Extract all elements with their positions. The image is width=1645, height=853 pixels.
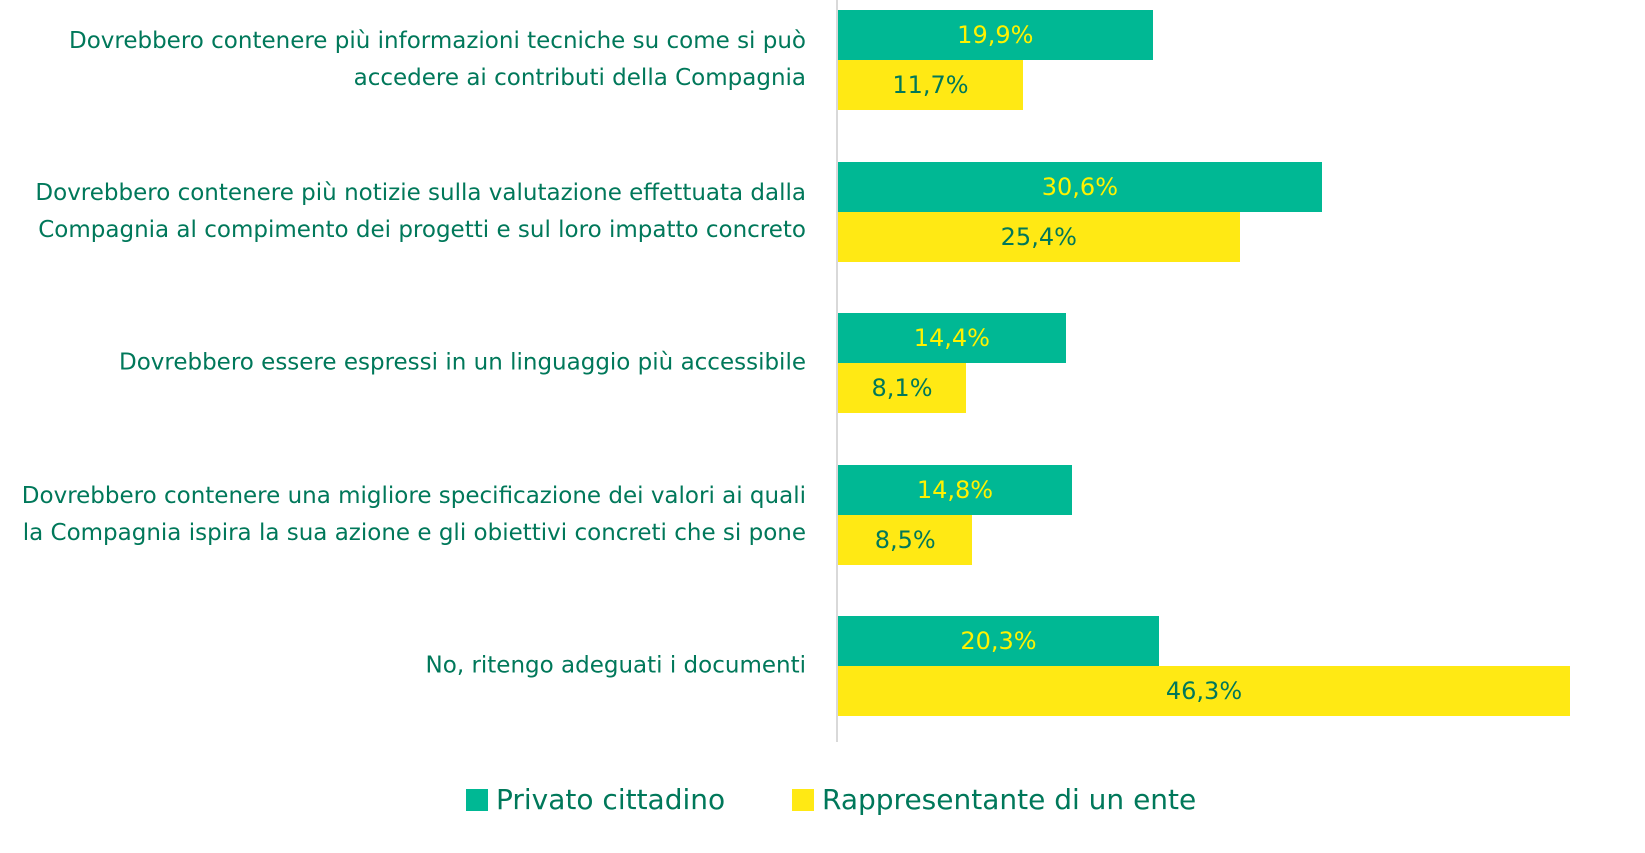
bar: 11,7%	[838, 60, 1023, 110]
bar: 25,4%	[838, 211, 1240, 262]
bar: 14,8%	[838, 464, 1072, 515]
value-label: 8,1%	[871, 374, 933, 402]
bar: 8,1%	[838, 363, 967, 413]
value-label: 25,4%	[1000, 222, 1077, 251]
category-label: Dovrebbero contenere più informazioni te…	[68, 28, 806, 91]
value-label: 30,6%	[1041, 172, 1119, 201]
value-label: 14,8%	[916, 475, 994, 504]
value-label: 19,9%	[957, 21, 1034, 49]
value-label: 46,3%	[1165, 677, 1243, 705]
value-label: 20,3%	[960, 627, 1037, 655]
category-label: No, ritengo adeguati i documenti	[425, 652, 806, 679]
category-label: Dovrebbero essere espressi in un linguag…	[118, 349, 806, 376]
bar: 30,6%	[838, 161, 1322, 212]
axis-line	[836, 0, 838, 742]
category-label: Dovrebbero contenere più notizie sulla v…	[35, 179, 806, 243]
value-label: 8,5%	[874, 525, 936, 554]
category-label: Dovrebbero contenere una migliore specif…	[21, 482, 806, 546]
bar: 8,5%	[838, 514, 973, 565]
bar: 46,3%	[838, 666, 1570, 716]
legend-swatch	[792, 789, 814, 811]
value-label: 14,4%	[913, 324, 990, 352]
bar: 14,4%	[838, 313, 1066, 363]
legend-label: Privato cittadino	[496, 783, 726, 816]
value-label: 11,7%	[892, 71, 969, 99]
bar: 19,9%	[838, 10, 1153, 60]
legend-swatch	[466, 789, 488, 811]
bar: 20,3%	[838, 616, 1159, 666]
legend-label: Rappresentante di un ente	[822, 783, 1197, 816]
